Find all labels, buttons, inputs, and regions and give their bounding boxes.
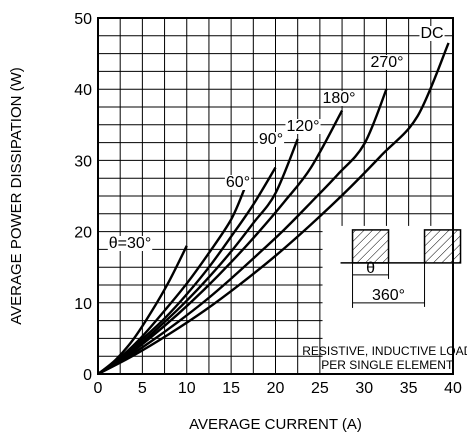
x-tick-label: 0 (94, 380, 103, 397)
series-label-bg (321, 91, 357, 106)
x-tick-label: 20 (267, 380, 285, 397)
series-lines (97, 42, 450, 376)
series-line-5 (97, 88, 388, 376)
y-tick-label: 50 (74, 11, 92, 28)
y-tick-label: 40 (74, 82, 92, 99)
series-line-6 (97, 42, 450, 376)
series-label-5: 270° (370, 54, 403, 71)
series-label-3: 120° (286, 118, 319, 135)
x-tick-label: 25 (311, 380, 329, 397)
y-axis-title: AVERAGE POWER DISSIPATION (W) (8, 67, 25, 325)
note-line-2: PER SINGLE ELEMENT (321, 358, 454, 372)
note-line-1: RESISTIVE, INDUCTIVE LOAD (302, 344, 467, 358)
series-label-bg (285, 119, 321, 134)
series-label-bg (419, 26, 445, 41)
plot-frame (97, 17, 454, 375)
series-line-3 (97, 138, 299, 375)
pulse-1 (351, 229, 390, 264)
x-tick-label: 5 (138, 380, 147, 397)
series-label-bg (257, 132, 285, 147)
curve-labels: θ=30° 60° 90°120°180° 270° DC (107, 25, 445, 252)
x-tick-label: 35 (400, 380, 418, 397)
x-tick-label: 30 (355, 380, 373, 397)
tick-labels: 0 5 10 15 20 25 30 35 40 0 10 20 30 40 50 (74, 11, 462, 397)
y-tick-label: 0 (83, 367, 92, 384)
series-label-0: θ=30° (109, 235, 151, 252)
series-label-bg (224, 175, 252, 190)
series-line-4 (97, 109, 344, 376)
series-label-6: DC (420, 25, 443, 42)
x-axis-title: AVERAGE CURRENT (A) (189, 416, 362, 433)
period-label: 360° (372, 287, 405, 304)
x-tick-label: 40 (444, 380, 462, 397)
x-tick-label: 10 (178, 380, 196, 397)
x-tick-label: 15 (222, 380, 240, 397)
y-tick-label: 10 (74, 296, 92, 313)
series-label-bg (107, 236, 153, 251)
theta-label: θ (366, 260, 375, 277)
series-label-1: 60° (226, 174, 250, 191)
series-label-2: 90° (259, 131, 283, 148)
pulse-2 (423, 229, 462, 264)
series-label-4: 180° (322, 90, 355, 107)
y-tick-label: 30 (74, 153, 92, 170)
series-label-bg (369, 55, 405, 70)
y-tick-label: 20 (74, 225, 92, 242)
